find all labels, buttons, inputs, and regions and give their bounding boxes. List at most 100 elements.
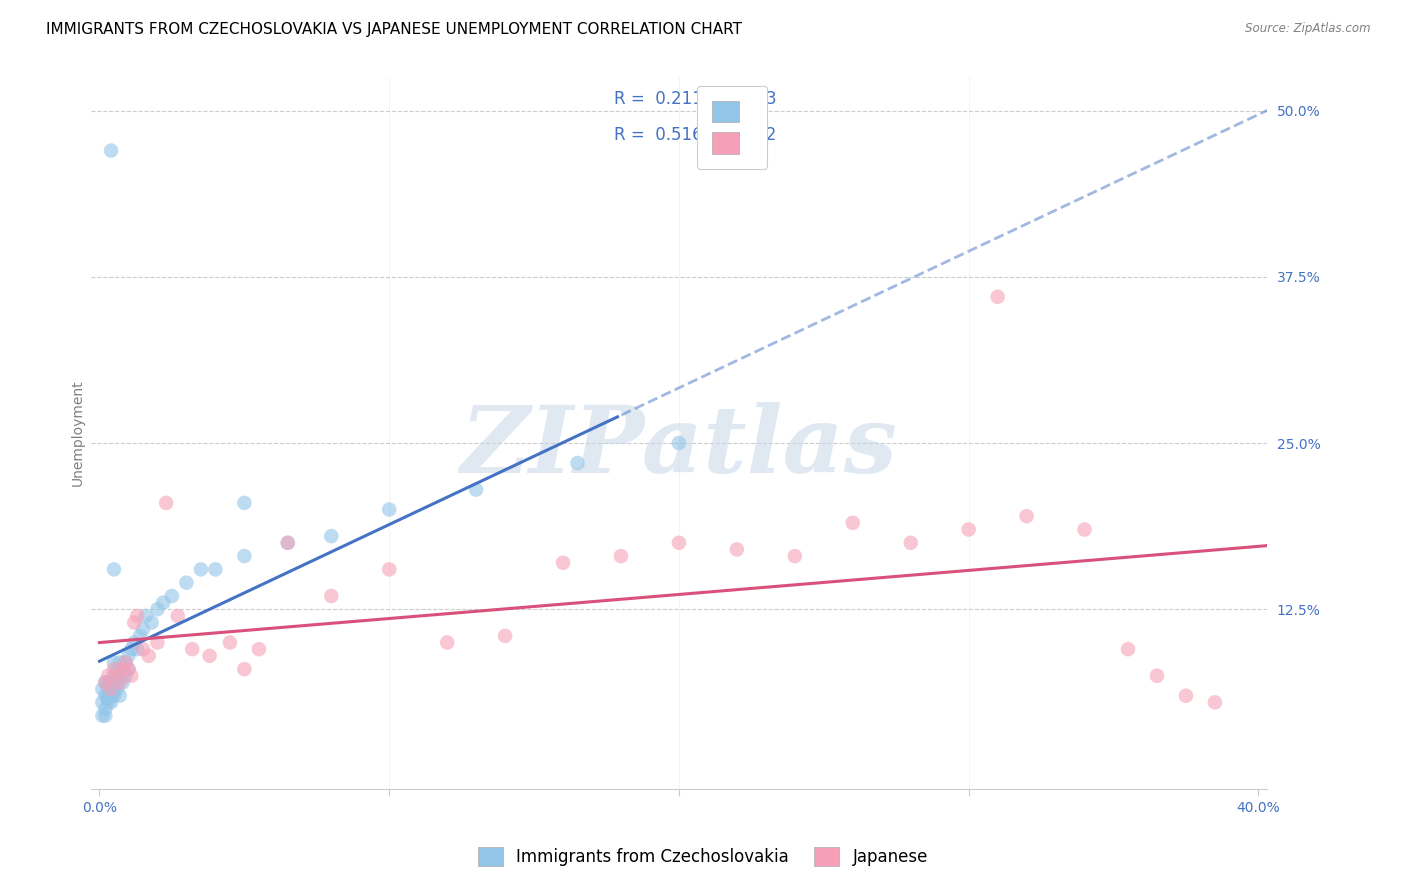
Point — [117, 648, 139, 663]
Point — [494, 629, 516, 643]
Point — [105, 675, 128, 690]
Point — [111, 675, 134, 690]
Point — [100, 695, 122, 709]
Point — [957, 523, 980, 537]
Point — [103, 656, 125, 670]
Point — [146, 602, 169, 616]
Point — [91, 681, 114, 696]
Point — [103, 689, 125, 703]
Point — [97, 681, 120, 696]
Point — [132, 642, 155, 657]
Point — [122, 635, 145, 649]
Point — [233, 496, 256, 510]
Point — [1073, 523, 1095, 537]
Point — [111, 662, 134, 676]
Point — [725, 542, 748, 557]
Point — [105, 681, 128, 696]
Point — [122, 615, 145, 630]
Point — [233, 549, 256, 563]
Point — [1015, 509, 1038, 524]
Point — [97, 695, 120, 709]
Point — [198, 648, 221, 663]
Point — [103, 562, 125, 576]
Point — [108, 669, 131, 683]
Point — [218, 635, 240, 649]
Point — [108, 689, 131, 703]
Point — [129, 629, 152, 643]
Point — [135, 608, 157, 623]
Point — [100, 689, 122, 703]
Point — [321, 589, 343, 603]
Point — [378, 562, 401, 576]
Point — [127, 642, 149, 657]
Point — [97, 669, 120, 683]
Text: IMMIGRANTS FROM CZECHOSLOVAKIA VS JAPANESE UNEMPLOYMENT CORRELATION CHART: IMMIGRANTS FROM CZECHOSLOVAKIA VS JAPANE… — [46, 22, 742, 37]
Point — [117, 662, 139, 676]
Point — [1175, 689, 1198, 703]
Point — [91, 708, 114, 723]
Point — [103, 669, 125, 683]
Point — [783, 549, 806, 563]
Point — [108, 675, 131, 690]
Point — [94, 702, 117, 716]
Point — [1146, 669, 1168, 683]
Point — [132, 622, 155, 636]
Point — [120, 642, 142, 657]
Point — [900, 536, 922, 550]
Point — [987, 290, 1010, 304]
Point — [277, 536, 299, 550]
Point — [97, 691, 120, 706]
Point — [204, 562, 226, 576]
Legend: Immigrants from Czechoslovakia, Japanese: Immigrants from Czechoslovakia, Japanese — [471, 840, 935, 873]
Point — [567, 456, 589, 470]
Point — [120, 669, 142, 683]
Point — [181, 642, 204, 657]
Text: ZIPatlas: ZIPatlas — [460, 402, 897, 492]
Point — [105, 662, 128, 676]
Point — [152, 596, 174, 610]
Point — [160, 589, 183, 603]
Point — [321, 529, 343, 543]
Point — [100, 675, 122, 690]
Point — [100, 681, 122, 696]
Point — [94, 675, 117, 690]
Legend: , : , — [697, 86, 766, 169]
Point — [91, 695, 114, 709]
Point — [103, 681, 125, 696]
Point — [155, 496, 177, 510]
Point — [378, 502, 401, 516]
Point — [103, 662, 125, 676]
Point — [94, 708, 117, 723]
Point — [108, 656, 131, 670]
Point — [247, 642, 270, 657]
Text: R =  0.211   N = 53: R = 0.211 N = 53 — [614, 90, 778, 109]
Point — [842, 516, 865, 530]
Point — [668, 536, 690, 550]
Point — [94, 675, 117, 690]
Point — [105, 669, 128, 683]
Point — [465, 483, 488, 497]
Point — [176, 575, 198, 590]
Point — [114, 656, 136, 670]
Point — [146, 635, 169, 649]
Point — [111, 662, 134, 676]
Point — [551, 556, 574, 570]
Point — [100, 144, 122, 158]
Point — [1116, 642, 1139, 657]
Point — [114, 669, 136, 683]
Point — [97, 675, 120, 690]
Point — [117, 662, 139, 676]
Point — [233, 662, 256, 676]
Point — [190, 562, 212, 576]
Point — [94, 689, 117, 703]
Text: R =  0.516   N = 42: R = 0.516 N = 42 — [614, 126, 776, 144]
Point — [277, 536, 299, 550]
Point — [668, 436, 690, 450]
Text: Source: ZipAtlas.com: Source: ZipAtlas.com — [1246, 22, 1371, 36]
Y-axis label: Unemployment: Unemployment — [72, 380, 86, 486]
Point — [610, 549, 633, 563]
Point — [114, 656, 136, 670]
Point — [141, 615, 163, 630]
Point — [138, 648, 160, 663]
Point — [127, 608, 149, 623]
